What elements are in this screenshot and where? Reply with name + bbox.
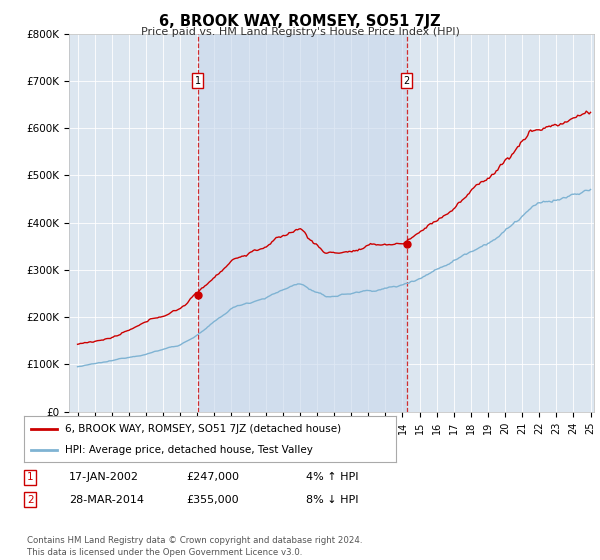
Text: Price paid vs. HM Land Registry's House Price Index (HPI): Price paid vs. HM Land Registry's House … <box>140 27 460 37</box>
Text: 1: 1 <box>27 472 34 482</box>
Text: 1: 1 <box>195 76 201 86</box>
Text: £355,000: £355,000 <box>186 494 239 505</box>
Text: 4% ↑ HPI: 4% ↑ HPI <box>306 472 359 482</box>
Text: 8% ↓ HPI: 8% ↓ HPI <box>306 494 359 505</box>
Text: 6, BROOK WAY, ROMSEY, SO51 7JZ: 6, BROOK WAY, ROMSEY, SO51 7JZ <box>159 14 441 29</box>
Text: Contains HM Land Registry data © Crown copyright and database right 2024.
This d: Contains HM Land Registry data © Crown c… <box>27 536 362 557</box>
Text: 17-JAN-2002: 17-JAN-2002 <box>69 472 139 482</box>
Text: £247,000: £247,000 <box>186 472 239 482</box>
Text: 6, BROOK WAY, ROMSEY, SO51 7JZ (detached house): 6, BROOK WAY, ROMSEY, SO51 7JZ (detached… <box>65 424 341 434</box>
Bar <box>198 34 407 412</box>
Text: 28-MAR-2014: 28-MAR-2014 <box>69 494 144 505</box>
Text: 2: 2 <box>27 494 34 505</box>
Text: HPI: Average price, detached house, Test Valley: HPI: Average price, detached house, Test… <box>65 445 313 455</box>
Text: 2: 2 <box>403 76 410 86</box>
